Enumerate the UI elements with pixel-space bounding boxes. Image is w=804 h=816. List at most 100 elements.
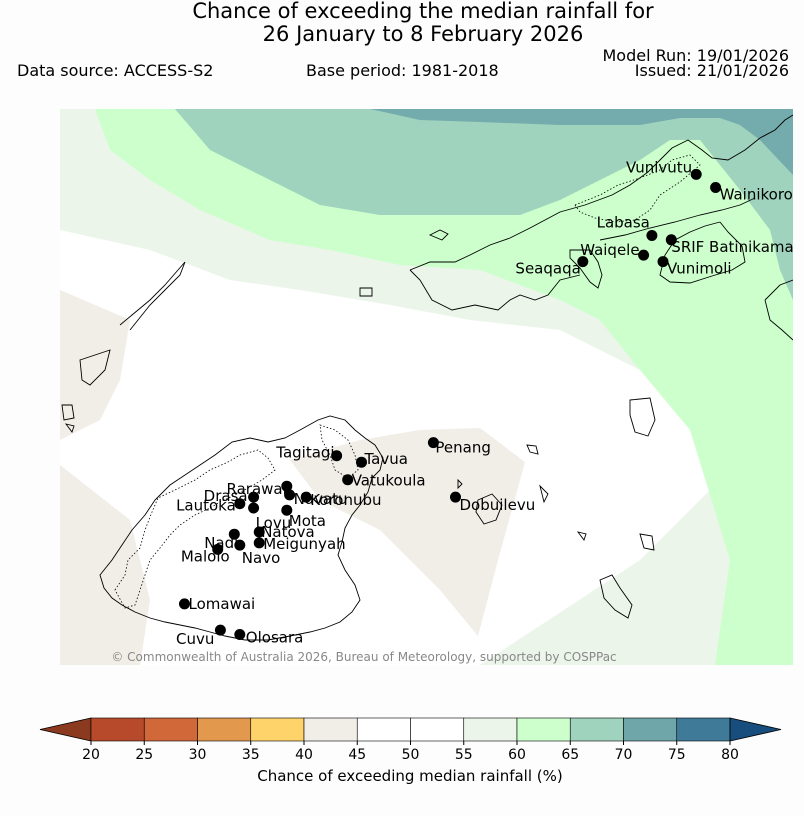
place-marker-mota — [281, 504, 293, 516]
district-boundaries — [114, 154, 701, 609]
place-marker-srif-batinikama — [665, 234, 677, 246]
colorbar-tick-label: 50 — [402, 747, 420, 763]
place-marker-lomawai — [179, 598, 190, 610]
place-marker-vunivutu — [690, 168, 702, 180]
place-label-seaqaqa: Seaqaqa — [515, 260, 580, 278]
place-marker-lautoka — [234, 498, 246, 510]
place-marker-tagitagi — [331, 450, 343, 462]
copyright-notice: © Commonwealth of Australia 2026, Bureau… — [111, 650, 616, 664]
colorbar-extend-low — [39, 717, 92, 742]
colorbar-tick-label: 40 — [295, 747, 313, 763]
place-marker-rarawai — [281, 480, 293, 492]
lau-islands — [475, 397, 656, 619]
place-marker-meigunyah — [253, 537, 265, 549]
place-marker-navo — [234, 539, 246, 551]
place-marker-cuvu — [214, 624, 226, 636]
place-label-vunimoli: Vunimoli — [667, 260, 732, 278]
place-label-natova: Natova — [261, 523, 315, 541]
issued-date: Issued: 21/01/2026 — [634, 61, 789, 80]
colorbar-segment-60-65 — [516, 717, 571, 742]
band-40-45-northwest — [60, 290, 130, 440]
place-label-tagitagi: Tagitagi — [275, 444, 334, 462]
place-markers: Vunivutu Wainikoro Labasa SRIF Batinikama Wa… — [176, 158, 794, 648]
place-marker-lovu — [248, 502, 260, 514]
colorbar-tick-label: 20 — [82, 747, 100, 763]
colorbar-tick-label: 45 — [348, 747, 366, 763]
place-marker-seaqaqa — [577, 256, 589, 268]
islets-west — [61, 404, 75, 433]
place-marker-olosara — [234, 629, 246, 640]
place-marker-drasa — [248, 491, 260, 503]
colorbar-segment-25-30 — [143, 717, 198, 742]
place-marker-waiqele — [638, 249, 650, 261]
colorbar-segment-20-25 — [90, 717, 145, 742]
band-40-45-southwest — [60, 465, 150, 665]
place-marker-natova — [253, 526, 265, 538]
place-label-rarawai: Rarawai — [227, 480, 287, 498]
place-label-lautoka: Lautoka — [176, 497, 236, 515]
colorbar-segment-45-50 — [356, 717, 411, 742]
taveuni-coast — [764, 279, 793, 341]
islets-north — [359, 229, 449, 297]
place-label-waiqele: Waiqele — [580, 241, 639, 259]
islets-east — [457, 444, 539, 490]
place-label-cuvu: Cuvu — [176, 630, 214, 648]
coastlines — [61, 114, 793, 641]
colorbar-segment-55-60 — [463, 717, 518, 742]
colorbar-tick-label: 70 — [615, 747, 633, 763]
colorbar-segment-50-55 — [410, 717, 465, 742]
western-division-boundary — [114, 449, 276, 609]
model-run: Model Run: 19/01/2026 — [602, 46, 790, 65]
colorbar-segment-70-75 — [623, 717, 678, 742]
colorbar-segment-75-80 — [676, 717, 731, 742]
place-marker-koronubu — [300, 491, 312, 503]
colorbar-segment-30-35 — [197, 717, 252, 742]
place-marker-malolo — [212, 543, 224, 555]
place-label-labasa: Labasa — [597, 214, 650, 232]
place-marker-nadi — [228, 528, 240, 540]
colorbar-tick-label: 80 — [721, 747, 739, 763]
colorbar-tick-label: 60 — [508, 747, 526, 763]
place-label-srif-batinikama: SRIF Batinikama — [671, 238, 793, 256]
place-label-dobuilevu: Dobuilevu — [460, 496, 536, 514]
colorbar-label: Chance of exceeding median rainfall (%) — [257, 767, 562, 785]
place-label-vatukoula: Vatukoula — [352, 472, 426, 490]
viti-levu-coast — [99, 415, 384, 641]
place-label-wainikoro: Wainikoro — [720, 186, 793, 204]
colorbar-segment-65-70 — [569, 717, 624, 742]
title-line-2: 26 January to 8 February 2026 — [262, 22, 584, 46]
band-60-65 — [95, 109, 793, 665]
colorbar-tick-label: 30 — [189, 747, 207, 763]
data-source: Data source: ACCESS-S2 — [17, 61, 214, 80]
place-label-meigunyah: Meigunyah — [263, 535, 345, 553]
title-line-1: Chance of exceeding the median rainfall … — [192, 0, 654, 23]
place-label-mota: Mota — [289, 512, 326, 530]
place-marker-labasa — [646, 230, 658, 241]
place-marker-dobuilevu — [450, 491, 461, 503]
place-label-tavua: Tavua — [364, 450, 408, 468]
colorbar-segment-40-45 — [303, 717, 358, 742]
colorbar-tick-label: 25 — [135, 747, 153, 763]
place-label-malolo: Malolo — [181, 547, 230, 565]
band-65-70 — [175, 109, 793, 300]
place-marker-tavua — [356, 456, 367, 468]
colorbar-tick-label: 35 — [242, 747, 260, 763]
place-label-koronubu: Koronubu — [310, 491, 381, 509]
colorbar-tick-label: 65 — [561, 747, 579, 763]
penang-district-boundary — [319, 424, 359, 479]
colorbar-segment-35-40 — [250, 717, 305, 742]
place-label-lomawai: Lomawai — [189, 595, 256, 613]
colorbar-tick-label: 55 — [455, 747, 473, 763]
probability-shading — [60, 109, 793, 665]
place-label-penang: Penang — [435, 439, 490, 457]
band-70-75 — [370, 109, 793, 175]
colorbar-tick-label: 75 — [668, 747, 686, 763]
place-label-vunivutu: Vunivutu — [626, 158, 692, 176]
place-label-navo: Navo — [242, 549, 280, 567]
yasawa-islands — [79, 261, 186, 386]
base-period: Base period: 1981-2018 — [306, 61, 499, 80]
place-label-lovu: Lovu — [256, 514, 292, 532]
colorbar-extend-high — [729, 717, 782, 742]
place-marker-wainikoro — [710, 182, 722, 193]
